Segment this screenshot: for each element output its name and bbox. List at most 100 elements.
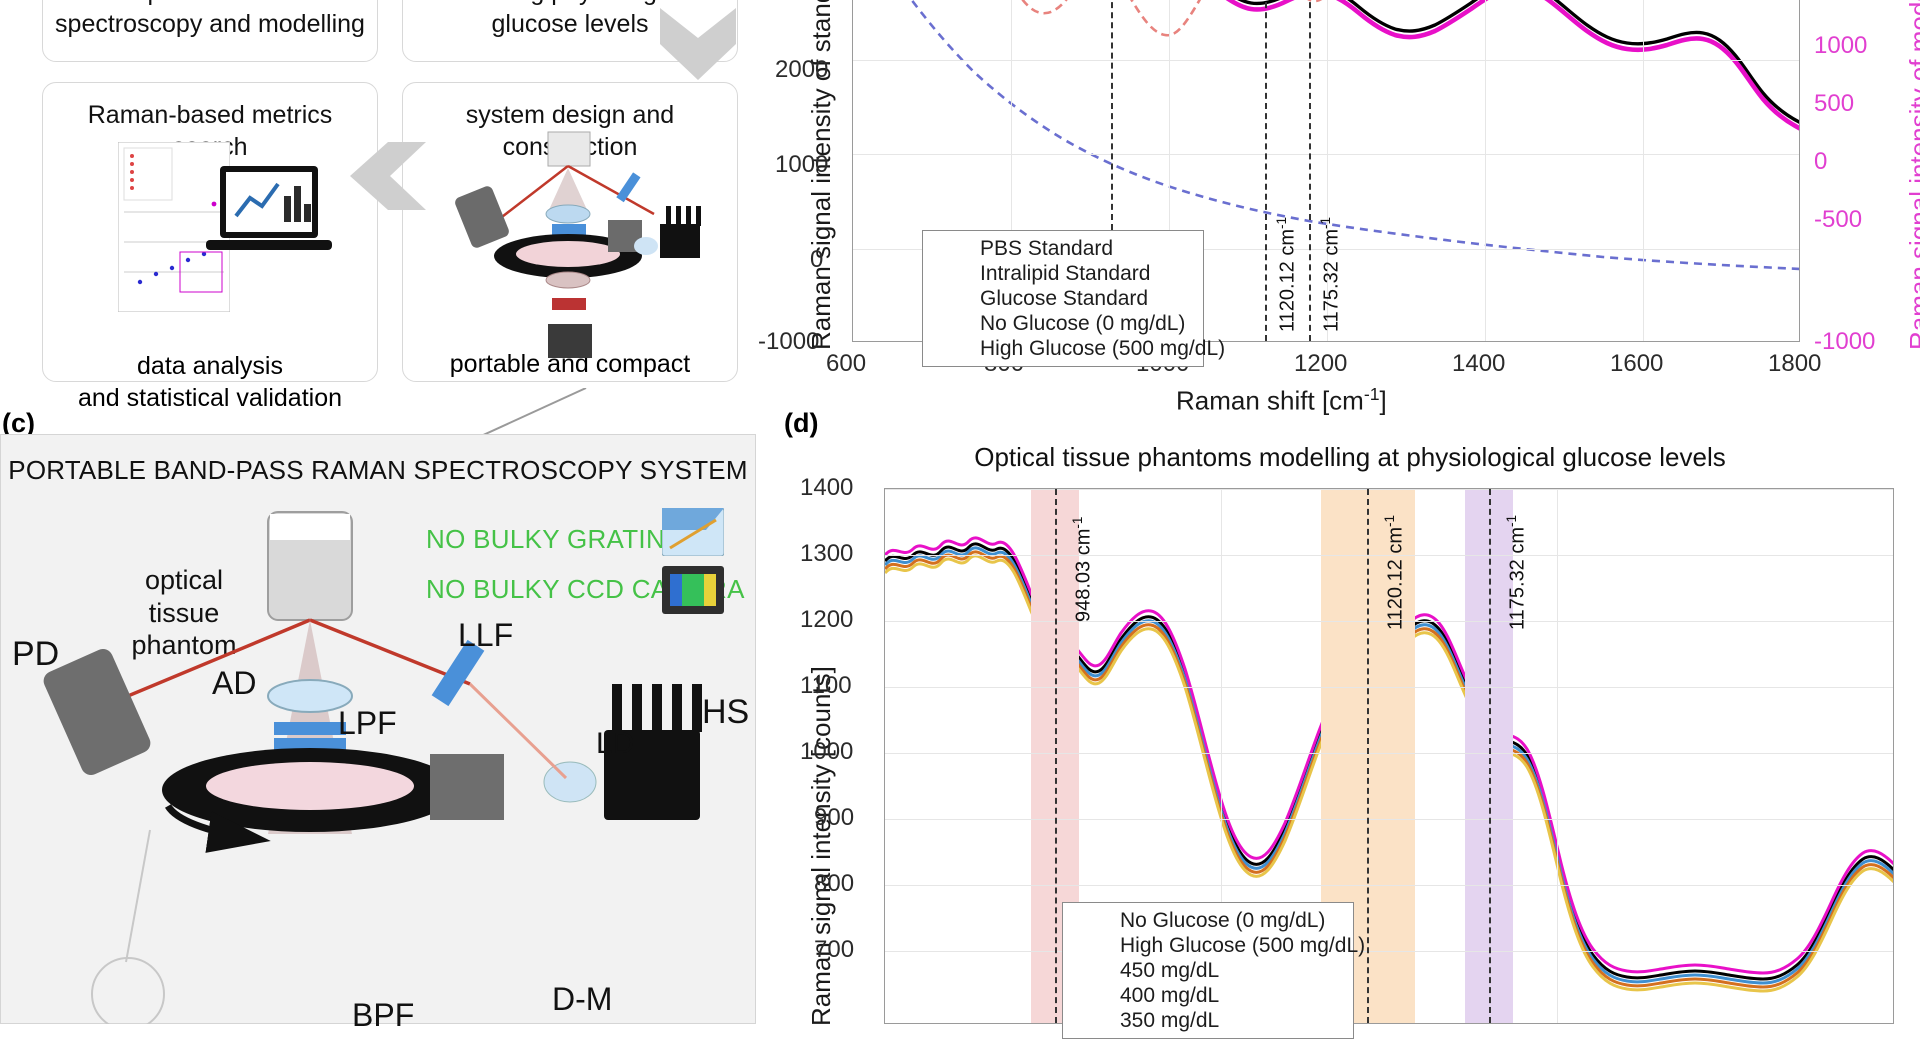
- component-label-llf: LLF: [458, 617, 514, 653]
- phantoms-chart: Raman signal intensity [counts]: [780, 470, 1920, 1039]
- ytick-label: 700: [814, 936, 855, 963]
- gridline-x: [1221, 489, 1222, 1023]
- phantoms-chart-title: Optical tissue phantoms modelling at phy…: [974, 442, 1726, 472]
- no-bulky-grating-note: NO BULKY GRATING: [426, 524, 686, 554]
- ytick-right-label: 0: [1814, 148, 1828, 175]
- ytick-label: 1000: [775, 151, 829, 178]
- gridline-x: [1643, 0, 1644, 341]
- component-label-pd: PD: [12, 635, 60, 673]
- chevron-down-icon: [660, 8, 736, 80]
- standards-annotation-1120: 1120.12 cm-1: [1274, 216, 1299, 332]
- connector-line: [468, 388, 587, 443]
- legend-item: High Glucose (500 mg/dL): [1069, 933, 1365, 958]
- gridline-x: [1011, 0, 1012, 341]
- gridline-y: [885, 489, 1893, 490]
- legend-item: No Glucose (0 mg/dL): [929, 311, 1195, 336]
- gridline-y: [853, 154, 1799, 155]
- panel-d-tag: (d): [784, 408, 819, 438]
- gridline-y: [885, 687, 1893, 688]
- standards-annotation-1175: 1175.32 cm-1: [1318, 216, 1343, 332]
- component-label-ld: LD: [596, 727, 635, 760]
- grating-icon: [662, 508, 724, 556]
- ytick-label: 2000: [775, 56, 829, 83]
- component-label-lpf: LPF: [338, 705, 397, 741]
- component-label-ad: AD: [212, 665, 257, 701]
- ytick-right-label: 500: [1814, 90, 1855, 117]
- standards-series-paths: [910, 0, 1799, 271]
- legend-item: No Glucose (0 mg/dL): [1069, 908, 1345, 933]
- legend-label: High Glucose (500 mg/dL): [1120, 933, 1366, 957]
- gridline-x: [1169, 0, 1170, 341]
- component-label-dm: D-M: [552, 981, 613, 1017]
- flow-box-label: full-spectrum Raman spectroscopy and mod…: [55, 0, 365, 38]
- ytick-right-label: 1500: [1814, 0, 1867, 2]
- ytick-right-label: 1000: [1814, 32, 1868, 59]
- gridline-y: [853, 60, 1799, 61]
- legend-label: 400 mg/dL: [1120, 983, 1220, 1007]
- legend-label: Glucose Standard: [980, 286, 1149, 310]
- ytick-label: -1000: [758, 328, 820, 355]
- gridline-y: [885, 555, 1893, 556]
- flow-box-full-spectrum: full-spectrum Raman spectroscopy and mod…: [42, 0, 378, 62]
- standards-chart: Raman signal intensity of standards [cou…: [758, 0, 1920, 416]
- phantoms-annotation-1175: 1175.32 cm-1: [1504, 514, 1529, 630]
- annotation-line-948: [1055, 489, 1057, 1023]
- xtick-label: 1800: [1768, 350, 1822, 377]
- legend-label: No Glucose (0 mg/dL): [1120, 908, 1326, 932]
- legend-label: PBS Standard: [980, 236, 1114, 260]
- gridline-y: [885, 951, 1893, 952]
- panel-c-title: PORTABLE BAND-PASS RAMAN SPECTROSCOPY SY…: [8, 455, 748, 485]
- flow-box-label: including physiological glucose levels: [446, 0, 695, 38]
- standards-xlabel: Raman shift [cm-1]: [1176, 384, 1387, 416]
- gridline-x: [1557, 489, 1558, 1023]
- phantoms-annotation-948: 948.03 cm-1: [1070, 516, 1095, 622]
- standards-legend: PBS Standard Intralipid Standard Glucose…: [922, 230, 1225, 367]
- chevron-left-icon: [350, 142, 426, 210]
- legend-item: 350 mg/dL: [1069, 1008, 1345, 1033]
- phantoms-annotation-1120: 1120.12 cm-1: [1382, 514, 1407, 630]
- legend-label: High Glucose (500 mg/dL): [980, 336, 1226, 360]
- annotation-line-1175: [1489, 489, 1491, 1023]
- gridline-y: [885, 819, 1893, 820]
- annotation-line-1120: [1367, 489, 1369, 1023]
- legend-item: 450 mg/dL: [1069, 958, 1345, 983]
- legend-label: Intralipid Standard: [980, 261, 1151, 285]
- laptop-icon: [206, 166, 332, 250]
- flow-box-data-analysis-label: data analysis and statistical validation: [77, 352, 343, 412]
- gridline-x: [1327, 0, 1328, 341]
- xtick-label: 600: [826, 350, 867, 377]
- legend-item: Glucose Standard: [929, 286, 1195, 311]
- component-label-bpf: BPF: [352, 997, 415, 1033]
- gridline-y: [885, 753, 1893, 754]
- phantoms-legend: No Glucose (0 mg/dL) High Glucose (500 m…: [1062, 902, 1365, 1039]
- xtick-label: 1200: [1294, 350, 1348, 377]
- panel-c-optics-diagram: [43, 511, 702, 1024]
- ytick-label: 800: [814, 870, 855, 897]
- legend-label: 450 mg/dL: [1120, 958, 1220, 982]
- metrics-mini-figure: [118, 142, 230, 312]
- annotation-line-1120: [1265, 0, 1267, 341]
- xtick-label: 1600: [1610, 350, 1664, 377]
- xtick-label: 1400: [1452, 350, 1506, 377]
- gridline-x: [1893, 489, 1894, 1023]
- ytick-right-label: -1000: [1814, 328, 1876, 355]
- optical-tissue-phantom-label: optical tissue phantom: [131, 565, 237, 661]
- legend-item: Intralipid Standard: [929, 261, 1195, 286]
- gridline-y: [853, 249, 1799, 250]
- component-label-hs: HS: [702, 693, 750, 731]
- ytick-label: 1400: [800, 474, 854, 501]
- standards-ylabel-right: Raman signal intensity of modelled phant…: [1904, 0, 1920, 350]
- ytick-label: 1200: [800, 606, 854, 633]
- legend-item: PBS Standard: [929, 236, 1195, 261]
- ytick-right-label: -500: [1814, 206, 1863, 233]
- legend-label: No Glucose (0 mg/dL): [980, 311, 1186, 335]
- legend-item: High Glucose (500 mg/dL): [929, 336, 1225, 361]
- instrument-sketch-icon: [455, 131, 701, 358]
- ccd-camera-icon: [662, 566, 724, 614]
- gridline-y: [885, 621, 1893, 622]
- annotation-line-1175: [1309, 0, 1311, 341]
- gridline-y: [885, 885, 1893, 886]
- ytick-label: 1000: [800, 738, 854, 765]
- ytick-label: 900: [814, 804, 855, 831]
- legend-item: 400 mg/dL: [1069, 983, 1345, 1008]
